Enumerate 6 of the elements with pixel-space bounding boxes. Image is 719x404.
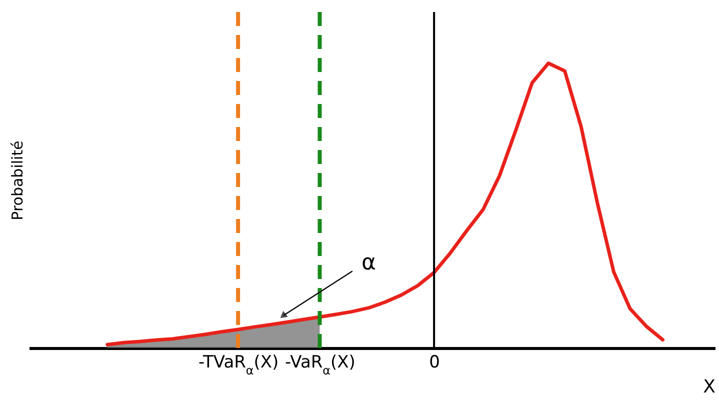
x-tick-label: -TVaR$_{α}$(X) (198, 352, 279, 378)
x-axis-title: X (703, 376, 716, 398)
x-tick-label: 0 (429, 352, 440, 372)
annotation: α (361, 250, 376, 276)
x-tick-label: -VaR$_{α}$(X) (285, 352, 356, 378)
y-axis-title: Probabilité (8, 140, 26, 220)
